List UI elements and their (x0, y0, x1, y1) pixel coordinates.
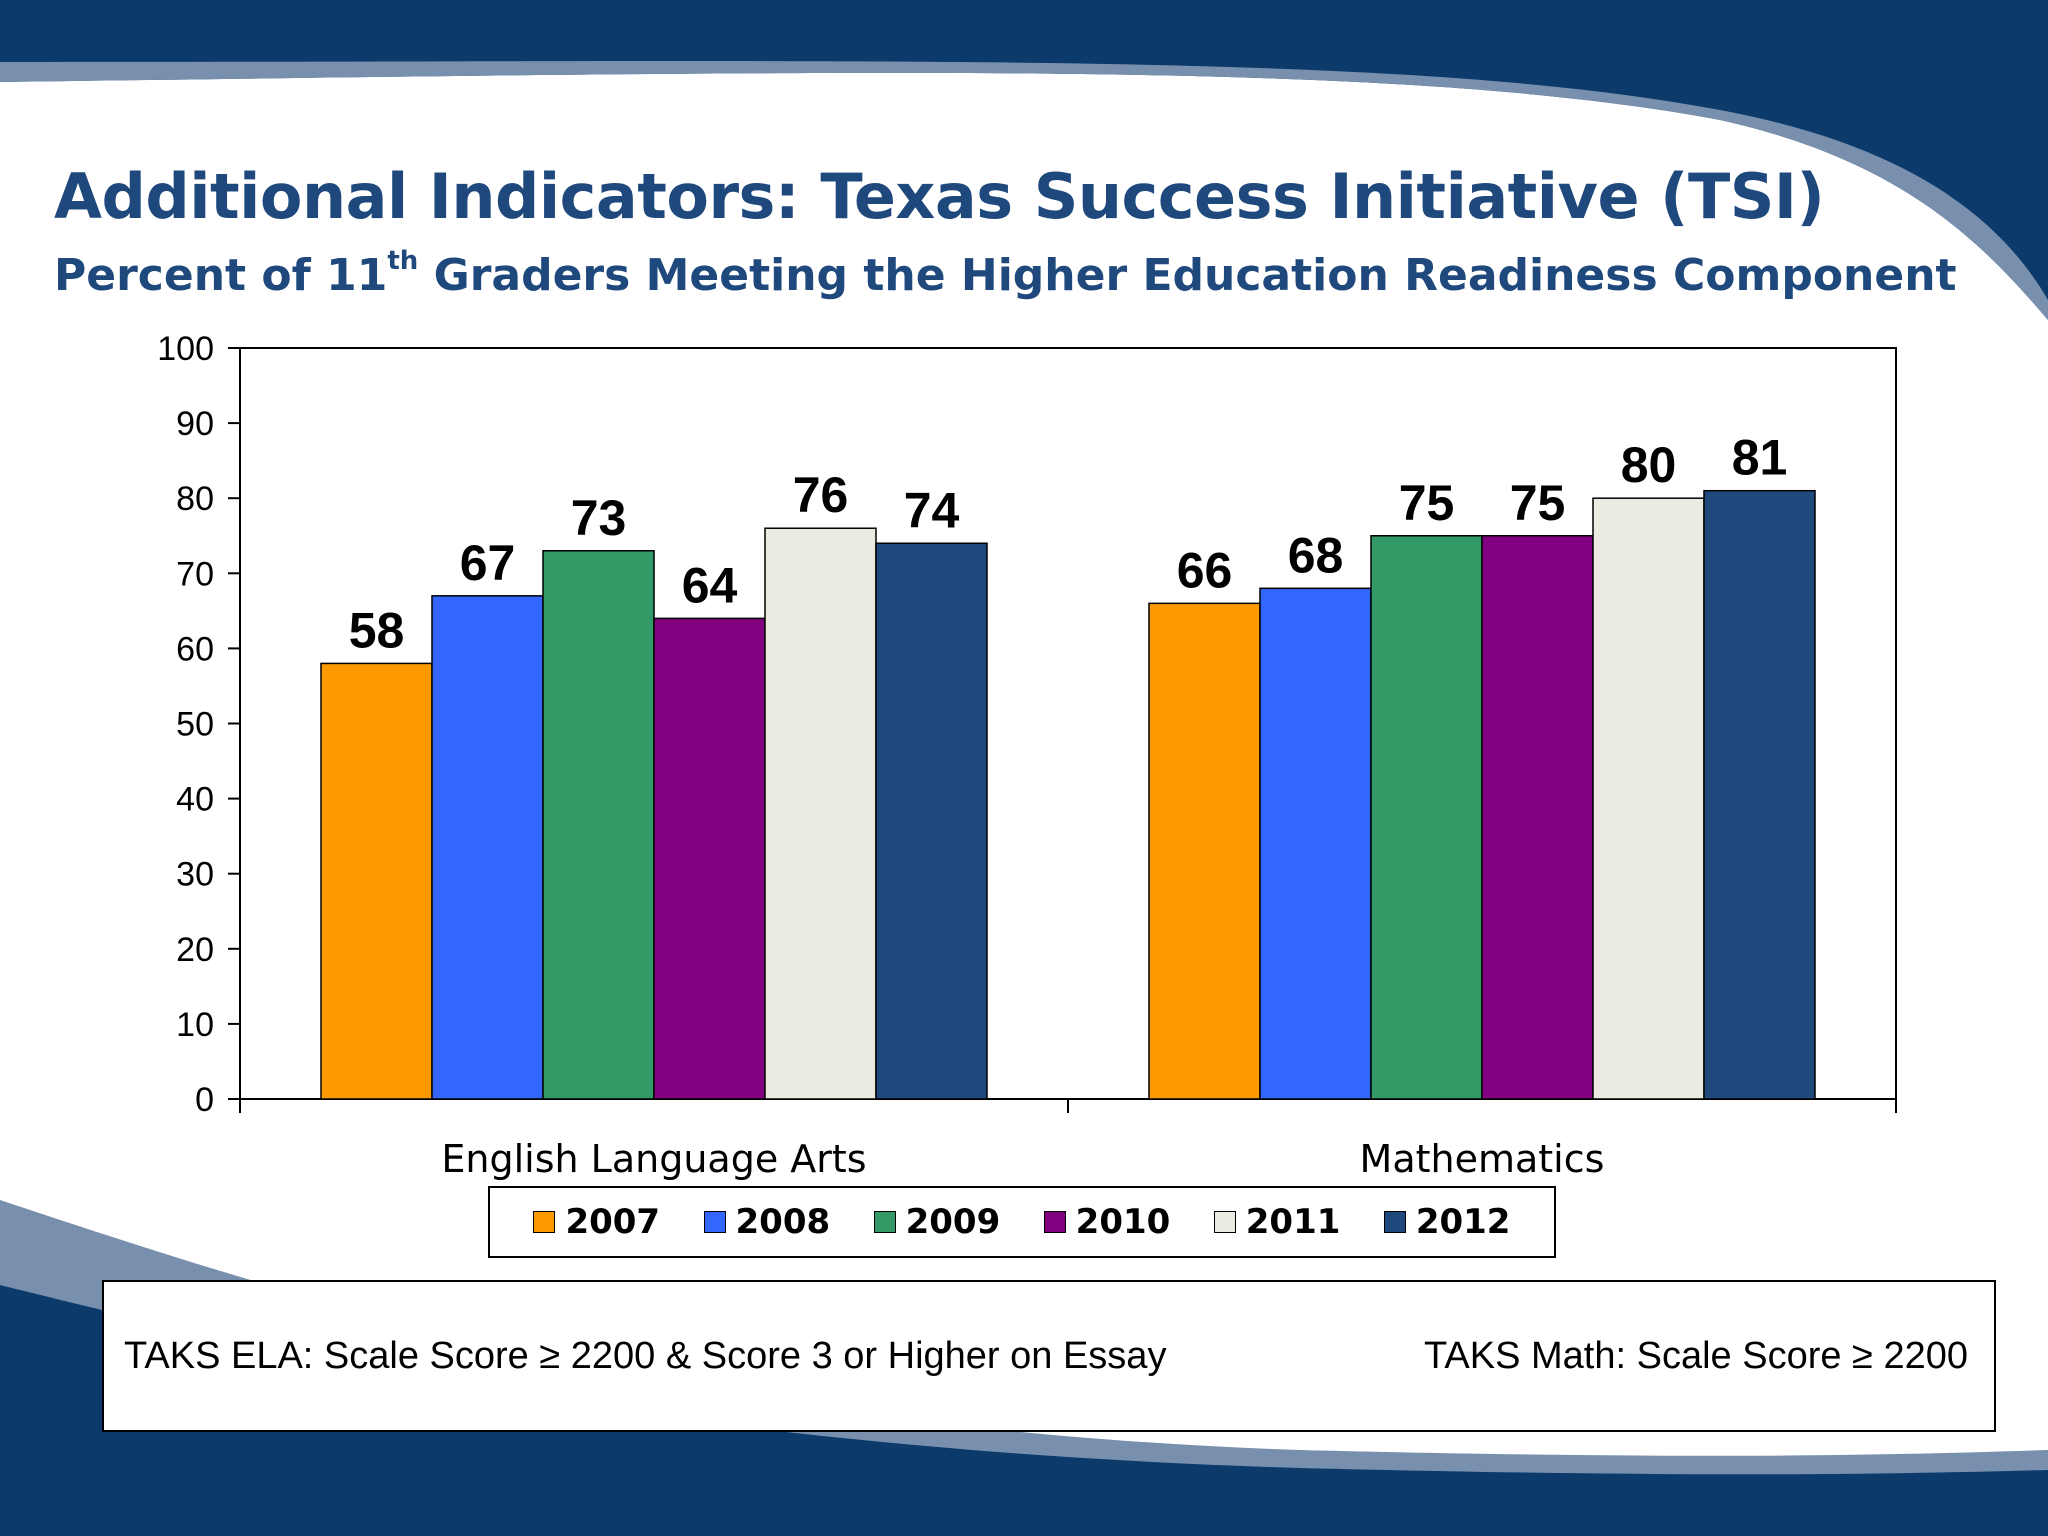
y-tick-label: 60 (176, 630, 214, 668)
legend-item: 2007 (533, 1202, 660, 1242)
legend-item: 2011 (1213, 1202, 1341, 1242)
y-tick-label: 20 (176, 931, 214, 969)
top-banner (0, 0, 2048, 320)
legend-label: 2008 (735, 1202, 831, 1242)
note-math: TAKS Math: Scale Score ≥ 2200 (1424, 1334, 1968, 1377)
legend-item: 2010 (1043, 1202, 1171, 1242)
y-tick-label: 90 (176, 405, 214, 443)
bar-value-label: 68 (1288, 527, 1344, 583)
bar-value-label: 76 (793, 467, 849, 523)
bar (1259, 587, 1372, 1100)
bar (431, 595, 544, 1100)
y-tick-label: 0 (195, 1081, 214, 1119)
legend-item: 2009 (873, 1202, 1001, 1242)
slide-subtitle: Percent of 11th Graders Meeting the High… (54, 246, 1957, 301)
bar-value-label: 67 (460, 535, 516, 591)
notes-box: TAKS ELA: Scale Score ≥ 2200 & Score 3 o… (102, 1280, 1996, 1432)
legend-label: 2012 (1415, 1202, 1511, 1242)
note-ela: TAKS ELA: Scale Score ≥ 2200 & Score 3 o… (124, 1334, 1167, 1377)
legend-label: 2007 (565, 1202, 661, 1242)
bar-value-label: 74 (904, 482, 960, 538)
subtitle-superscript: th (387, 246, 419, 276)
legend-item: 2008 (703, 1202, 831, 1242)
legend-swatch (1213, 1211, 1236, 1233)
bar-value-label: 81 (1732, 430, 1788, 486)
bar (1370, 535, 1483, 1100)
bar (542, 550, 655, 1100)
legend-item: 2012 (1383, 1202, 1511, 1242)
y-tick-label: 40 (176, 781, 214, 819)
slide-title: Additional Indicators: Texas Success Ini… (54, 160, 1825, 233)
subtitle-text-after: Graders Meeting the Higher Education Rea… (418, 250, 1957, 301)
legend-label: 2009 (905, 1202, 1001, 1242)
bar (653, 617, 766, 1100)
subtitle-text-before: Percent of 11 (54, 250, 388, 301)
bar (1481, 535, 1594, 1100)
y-tick-label: 80 (176, 480, 214, 518)
bar (320, 662, 433, 1100)
bar-value-label: 66 (1177, 542, 1233, 598)
chart-legend: 2007 2008 2009 2010 2011 2012 (488, 1186, 1556, 1258)
legend-swatch (1383, 1211, 1406, 1233)
y-tick-label: 70 (176, 555, 214, 593)
y-tick-label: 30 (176, 856, 214, 894)
bottom-banner (0, 1285, 2048, 1536)
x-category-label: English Language Arts (441, 1137, 866, 1181)
y-tick-label: 100 (157, 330, 214, 368)
bar-value-label: 73 (571, 490, 627, 546)
legend-label: 2010 (1075, 1202, 1171, 1242)
bar (1592, 497, 1705, 1100)
y-tick-label: 10 (176, 1006, 214, 1044)
bar-value-label: 64 (682, 557, 738, 613)
legend-swatch (873, 1211, 896, 1233)
bar-value-label: 58 (349, 602, 405, 658)
legend-swatch (533, 1211, 556, 1233)
bar-value-label: 75 (1510, 475, 1566, 531)
bar-value-label: 75 (1399, 475, 1455, 531)
bar-value-label: 80 (1621, 437, 1677, 493)
legend-swatch (703, 1211, 726, 1233)
legend-swatch (1043, 1211, 1066, 1233)
y-tick-label: 50 (176, 706, 214, 744)
bar (1703, 489, 1816, 1100)
legend-label: 2011 (1245, 1202, 1341, 1242)
x-category-label: Mathematics (1360, 1137, 1605, 1181)
bar (1148, 602, 1261, 1100)
bar (875, 542, 988, 1100)
bar (764, 527, 877, 1100)
